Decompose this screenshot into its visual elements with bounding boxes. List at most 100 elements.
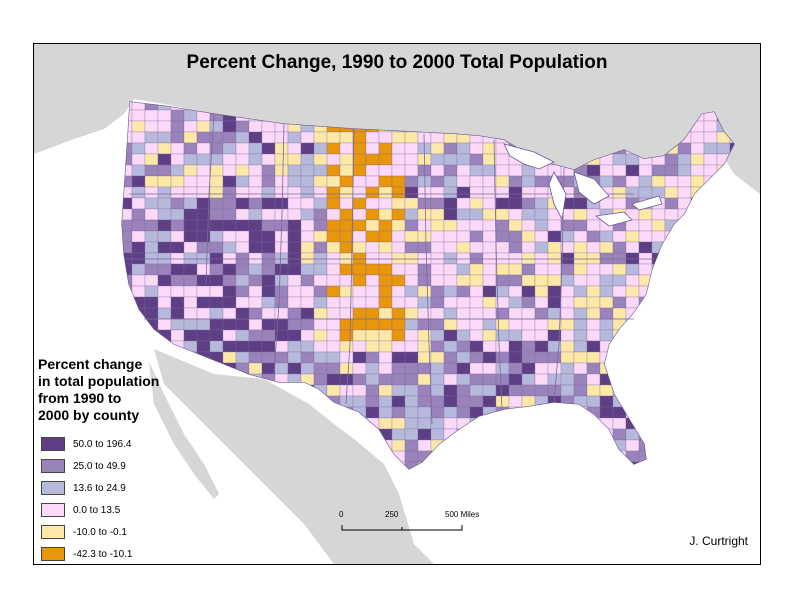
county-cell — [235, 296, 250, 309]
county-cell — [495, 241, 510, 254]
county-cell — [417, 307, 432, 320]
county-cell — [626, 473, 639, 484]
county-cell — [313, 340, 328, 353]
county-cell — [690, 395, 705, 408]
county-cell — [664, 373, 679, 386]
county-cell — [417, 450, 432, 463]
map-canvas[interactable] — [34, 44, 760, 564]
county-cell — [625, 252, 640, 265]
county-cell — [443, 318, 458, 331]
county-cell — [456, 241, 471, 254]
county-cell — [482, 197, 497, 210]
county-cell — [313, 230, 328, 243]
county-cell — [495, 197, 510, 210]
county-cell — [547, 417, 562, 430]
county-cell — [430, 186, 445, 199]
county-cell — [651, 175, 666, 188]
county-cell — [404, 428, 419, 441]
county-cell — [248, 329, 263, 342]
county-cell — [404, 131, 419, 144]
county-cell — [261, 164, 276, 177]
county-cell — [209, 241, 224, 254]
county-cell — [508, 450, 523, 463]
county-cell — [457, 473, 470, 484]
county-cell — [534, 285, 549, 298]
county-cell — [716, 219, 731, 232]
county-cell — [535, 473, 548, 484]
county-cell — [417, 384, 432, 397]
county-cell — [625, 164, 640, 177]
county-cell — [482, 208, 497, 221]
county-cell — [222, 307, 237, 320]
county-cell — [612, 417, 627, 430]
county-cell — [482, 164, 497, 177]
county-cell — [131, 197, 146, 210]
county-cell — [547, 318, 562, 331]
county-cell — [209, 208, 224, 221]
canada-landmass — [34, 44, 760, 194]
county-cell — [729, 230, 734, 243]
county-cell — [122, 307, 133, 320]
county-cell — [391, 241, 406, 254]
county-cell — [209, 252, 224, 265]
county-cell — [131, 208, 146, 221]
county-cell — [482, 395, 497, 408]
county-cell — [183, 208, 198, 221]
county-cell — [599, 296, 614, 309]
county-cell — [378, 241, 393, 254]
county-cell — [470, 473, 483, 484]
county-cell — [495, 351, 510, 364]
county-cell — [170, 230, 185, 243]
legend-label: 0.0 to 13.5 — [73, 504, 121, 516]
county-cell — [690, 208, 705, 221]
county-cell — [625, 340, 640, 353]
county-cell — [443, 208, 458, 221]
county-cell — [326, 274, 341, 287]
county-cell — [170, 307, 185, 320]
county-cell — [482, 307, 497, 320]
county-cell — [625, 395, 640, 408]
county-cell — [391, 175, 406, 188]
county-cell — [209, 318, 224, 331]
county-cell — [547, 461, 562, 469]
county-cell — [456, 329, 471, 342]
county-cell — [378, 142, 393, 155]
county-cell — [599, 164, 614, 177]
county-cell — [690, 384, 705, 397]
county-cell — [326, 351, 341, 364]
county-cell — [378, 450, 393, 463]
county-cell — [352, 428, 367, 441]
county-cell — [522, 473, 535, 484]
county-cell — [716, 252, 731, 265]
county-cell — [196, 318, 211, 331]
county-cell — [599, 439, 614, 452]
county-cell — [677, 351, 692, 364]
county-cell — [482, 428, 497, 441]
county-cell — [573, 439, 588, 452]
county-cell — [716, 208, 731, 221]
county-cell — [560, 450, 575, 463]
county-cell — [651, 329, 666, 342]
county-cell — [183, 109, 198, 122]
county-cell — [664, 285, 679, 298]
county-cell — [352, 219, 367, 232]
county-cell — [235, 131, 250, 144]
county-cell — [378, 285, 393, 298]
county-cell — [482, 285, 497, 298]
county-cell — [391, 285, 406, 298]
county-cell — [482, 230, 497, 243]
county-cell — [729, 406, 734, 419]
county-cell — [690, 340, 705, 353]
county-cell — [391, 428, 406, 441]
county-cell — [365, 439, 380, 452]
county-cell — [339, 197, 354, 210]
county-cell — [665, 473, 678, 484]
county-cell — [456, 428, 471, 441]
county-cell — [326, 384, 341, 397]
county-cell — [352, 395, 367, 408]
county-cell — [495, 428, 510, 441]
county-cell — [274, 186, 289, 199]
county-cell — [391, 406, 406, 419]
county-cell — [456, 373, 471, 386]
county-cell — [495, 274, 510, 287]
